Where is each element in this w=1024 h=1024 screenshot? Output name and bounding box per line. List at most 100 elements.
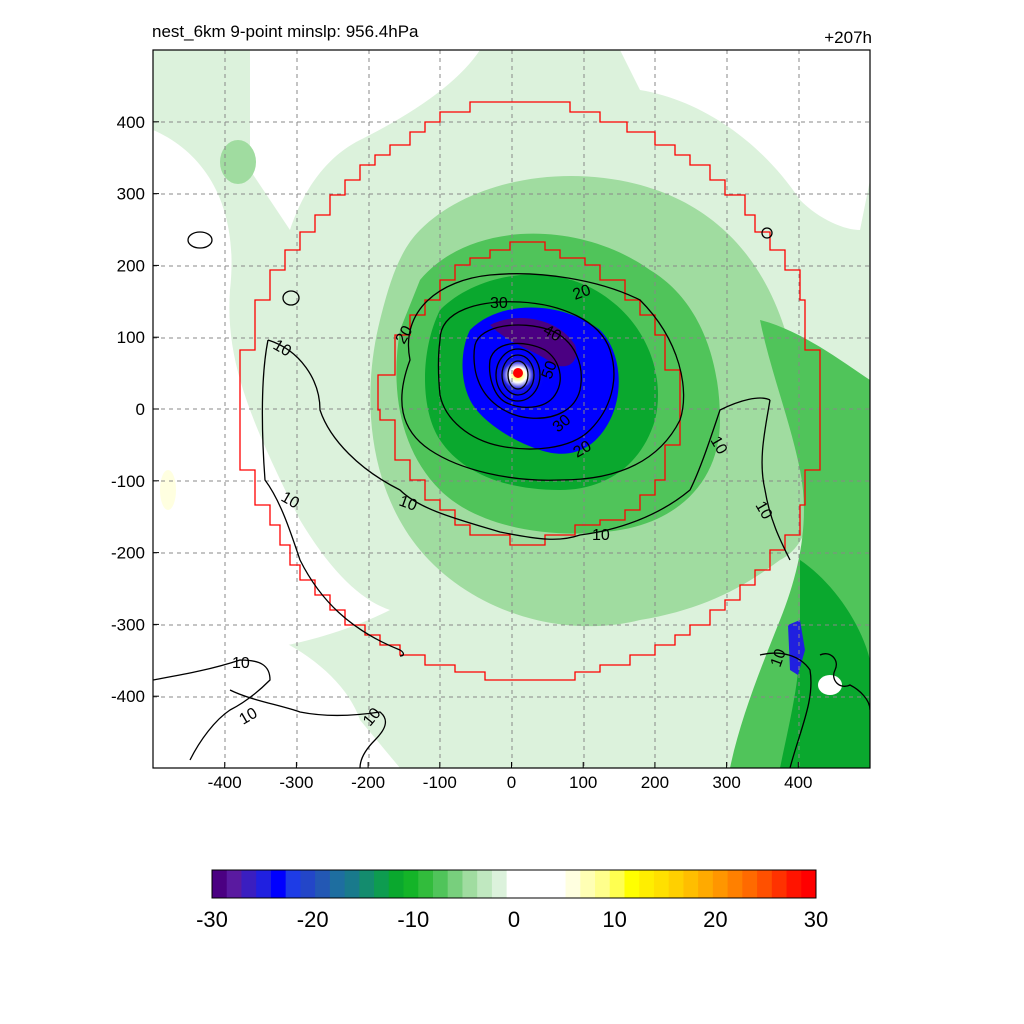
contour-10-se [759,652,812,768]
colorbar-swatch [565,870,581,898]
colorbar-swatch [256,870,272,898]
colorbar-swatch [285,870,301,898]
y-axis: 400 300 200 100 0 -100 -200 -300 -400 [111,113,159,706]
colorbar-swatch [432,870,449,898]
colorbar-swatch [698,870,714,898]
colorbar-tick-label: 30 [804,907,828,932]
field-green-spot-nw [220,140,256,184]
contour-10-se2 [819,653,870,711]
contour-label: 10 [278,489,302,513]
colorbar-swatch [491,870,508,898]
y-tick-label: 300 [117,185,145,204]
colorbar [211,869,817,899]
contour-label: 10 [592,527,610,544]
field-yellow-spot-w [160,470,176,510]
colorbar-swatch [226,870,242,898]
colorbar-swatch [418,870,434,898]
field-white-nw2 [250,50,480,230]
x-tick-label: 0 [507,773,516,792]
colorbar-swatch [344,870,360,898]
field-white-northeast [620,50,870,230]
colorbar-tick-label: 0 [508,907,520,932]
x-tick-label: 300 [712,773,740,792]
contour-core-2 [501,354,535,396]
y-tick-label: 0 [136,400,145,419]
contour-20 [401,273,685,481]
colorbar-swatch [315,870,331,898]
colorbar-swatch [580,870,596,898]
x-axis: -400 -300 -200 -100 0 100 200 300 400 [208,762,812,792]
y-tick-label: 400 [117,113,145,132]
colorbar-tick-label: 10 [602,907,626,932]
x-tick-label: -200 [351,773,385,792]
contour-small-w [282,290,300,306]
contour-small-nw [187,231,213,249]
contour-labels: 10 10 10 10 10 10 10 10 10 10 20 20 20 3… [232,282,790,730]
colorbar-swatch [624,870,640,898]
contour-label: 10 [232,655,250,672]
colorbar-swatch [786,870,802,898]
contour-label: 10 [397,493,420,515]
contour-label: 10 [237,705,261,729]
x-tick-label: -400 [208,773,242,792]
contour-label: 10 [768,647,790,670]
chart-title: nest_6km 9-point minslp: 956.4hPa [152,22,419,41]
y-tick-label: -400 [111,687,145,706]
y-tick-label: 200 [117,256,145,275]
y-tick-label: -300 [111,615,145,634]
colorbar-swatch [506,870,522,898]
contour-10-sw [153,659,271,761]
colorbar-swatch [727,870,743,898]
colorbar-swatch [668,870,684,898]
colorbar-swatch [388,870,405,898]
colorbar-swatch [683,870,699,898]
contour-10-west [261,339,405,657]
colorbar-ticks: -30 -20 -10 0 10 20 30 [196,907,828,932]
contour-label: 20 [393,323,417,347]
colorbar-tick-label: 20 [703,907,727,932]
colorbar-frame [211,869,817,899]
contour-small-ne [761,227,773,239]
contour-label: 30 [490,295,508,312]
contour-10-sw2 [229,689,387,768]
contour-10-east [761,399,791,561]
colorbar-swatch [477,870,493,898]
colorbar-swatch [757,870,773,898]
colorbar-swatch [521,870,537,898]
colorbar-swatch [374,870,390,898]
colorbar-swatch [403,870,419,898]
colorbar-tick-label: -20 [297,907,329,932]
colorbar-swatch [462,870,478,898]
colorbar-swatch [212,870,228,898]
storm-center-marker [513,368,523,378]
y-tick-label: -200 [111,544,145,563]
colorbar-swatch [550,870,567,898]
contour-label: 10 [752,499,776,523]
colorbar-swatch [536,870,552,898]
contour-core-3 [507,360,529,390]
contour-label: 10 [270,337,294,361]
colorbar-swatch [653,870,670,898]
field-white-east-spot [818,675,842,695]
field-white-south [153,640,400,768]
colorbar-swatch [801,870,817,898]
contour-core-1 [495,348,541,402]
field-white-west [153,130,390,660]
colorbar-swatch [300,870,316,898]
colorbar-swatch [771,870,788,898]
contour-label: 40 [540,322,564,346]
colorbar-swatch [359,870,375,898]
colorbar-swatch [742,870,758,898]
y-tick-label: -100 [111,472,145,491]
shaded-field [153,50,870,768]
colorbar-swatch [447,870,463,898]
colorbar-swatch [595,870,611,898]
field-green-east-dark [780,560,870,768]
x-tick-label: -300 [279,773,313,792]
x-tick-label: 100 [569,773,597,792]
contour-10-west-inner [267,339,771,540]
x-tick-label: 200 [641,773,669,792]
x-tick-label: -100 [423,773,457,792]
colorbar-tick-label: -10 [397,907,429,932]
